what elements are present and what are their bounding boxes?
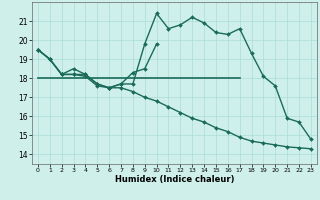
X-axis label: Humidex (Indice chaleur): Humidex (Indice chaleur) — [115, 175, 234, 184]
